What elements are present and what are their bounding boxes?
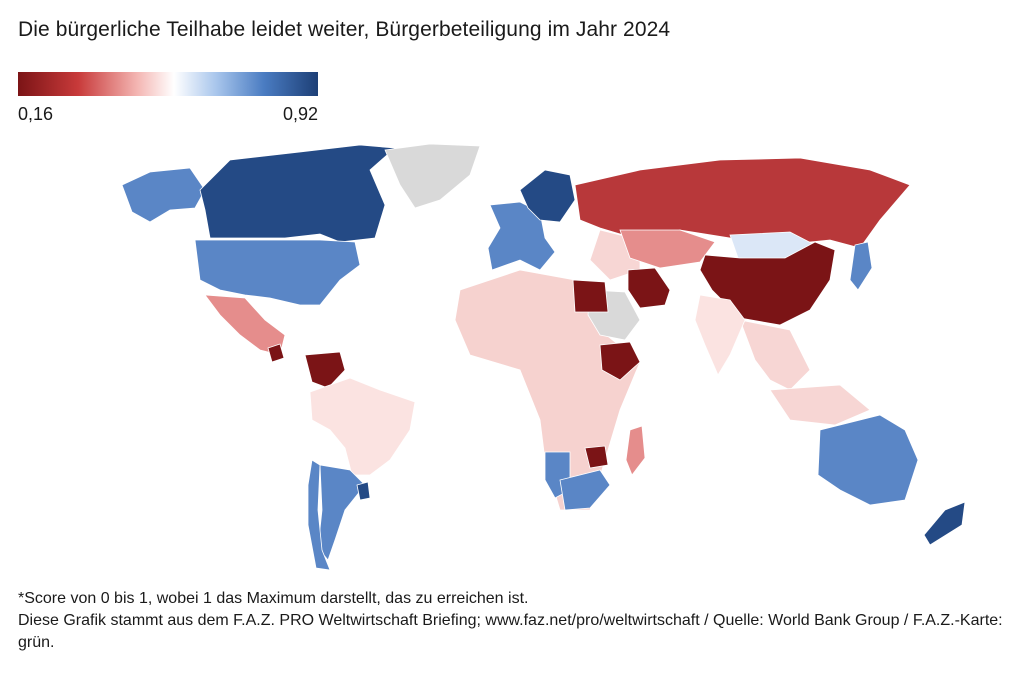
region-venezuela[interactable]: [304, 351, 346, 389]
landmass-background: [769, 384, 871, 426]
region-japan[interactable]: [849, 241, 873, 291]
legend-max-label: 0,92: [282, 104, 318, 124]
region-canada[interactable]: [199, 144, 396, 243]
legend-gradient-bar: [18, 72, 318, 96]
footer: *Score von 0 bis 1, wobei 1 das Maximum …: [18, 588, 1008, 654]
region-nicaragua[interactable]: [267, 343, 285, 363]
region-chile[interactable]: [307, 459, 331, 571]
region-iran[interactable]: [627, 267, 671, 309]
region-madagascar[interactable]: [625, 425, 646, 476]
region-egypt[interactable]: [572, 279, 609, 313]
region-ethiopia[interactable]: [599, 341, 641, 381]
region-greenland[interactable]: [384, 143, 481, 209]
region-south-africa[interactable]: [559, 469, 611, 511]
region-alaska[interactable]: [121, 167, 206, 223]
chart-title: Die bürgerliche Teilhabe leidet weiter, …: [18, 18, 671, 41]
region-new-zealand[interactable]: [923, 501, 966, 546]
region-united-states[interactable]: [194, 239, 361, 306]
landmass-background: [739, 319, 811, 391]
region-argentina[interactable]: [317, 464, 366, 561]
region-uruguay[interactable]: [356, 481, 371, 501]
region-australia[interactable]: [817, 414, 919, 506]
region-brazil[interactable]: [309, 377, 416, 476]
color-legend: 0,16 0,92: [18, 72, 318, 127]
region-russia[interactable]: [574, 157, 911, 249]
source-line: Diese Grafik stammt aus dem F.A.Z. PRO W…: [18, 612, 1003, 651]
region-scandinavia[interactable]: [519, 169, 576, 223]
region-zimbabwe[interactable]: [584, 445, 609, 469]
footnote: *Score von 0 bis 1, wobei 1 das Maximum …: [18, 590, 529, 607]
world-map: [0, 130, 1024, 580]
region-china[interactable]: [699, 241, 836, 326]
region-kazakhstan[interactable]: [619, 229, 716, 269]
choropleth-map: [121, 143, 966, 571]
legend-min-label: 0,16: [18, 104, 54, 124]
region-india[interactable]: [694, 294, 746, 376]
